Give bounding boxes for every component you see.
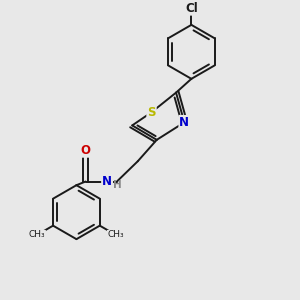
- Text: N: N: [102, 175, 112, 188]
- Text: Cl: Cl: [185, 2, 198, 14]
- Text: CH₃: CH₃: [29, 230, 46, 239]
- Text: CH₃: CH₃: [107, 230, 124, 239]
- Text: N: N: [179, 116, 189, 129]
- Text: O: O: [81, 144, 91, 157]
- Text: S: S: [147, 106, 156, 119]
- Text: H: H: [113, 180, 122, 190]
